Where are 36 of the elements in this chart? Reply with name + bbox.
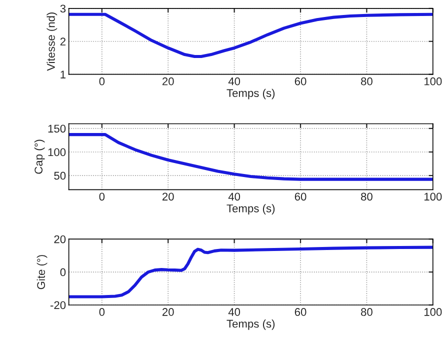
y-tick-label: 150 (48, 124, 66, 133)
x-tick-label: 0 (99, 77, 105, 86)
y-tick-label: 50 (54, 172, 66, 180)
x-tick-label: 20 (162, 77, 174, 86)
y-tick-label: 2 (60, 38, 66, 46)
x-tick-label: 0 (99, 308, 105, 316)
y-tick-label: 3 (60, 4, 66, 13)
x-tick-label: 60 (294, 192, 306, 201)
y-tick-label: 1 (60, 70, 66, 78)
x-tick-label: 20 (162, 308, 174, 316)
x-axis-title: Temps (s) (226, 204, 275, 215)
x-tick-label: 0 (99, 192, 105, 201)
x-tick-label: 80 (361, 77, 372, 86)
y-tick-label: 20 (54, 235, 66, 244)
line-series (68, 133, 433, 181)
line-series (68, 12, 433, 58)
y-axis-title: Vitesse (nd) (46, 12, 58, 71)
x-tick-label: 80 (361, 192, 372, 201)
y-tick-label: -20 (50, 301, 66, 310)
x-tick-label: 40 (228, 192, 240, 201)
x-tick-label: 100 (424, 308, 442, 316)
x-tick-label: 20 (162, 192, 174, 201)
line-series (68, 246, 433, 298)
x-tick-label: 40 (228, 308, 240, 316)
x-axis-title: Temps (s) (226, 320, 275, 330)
x-tick-label: 100 (424, 77, 442, 86)
x-axis-title: Temps (s) (226, 88, 275, 100)
y-axis-title: Gite (°) (36, 255, 48, 290)
y-axis-title: Cap (°) (34, 140, 45, 174)
y-tick-label: 0 (60, 268, 66, 276)
x-tick-label: 60 (294, 77, 306, 86)
y-tick-label: 100 (48, 148, 66, 156)
x-tick-label: 100 (424, 192, 442, 201)
x-tick-label: 80 (361, 308, 372, 316)
x-tick-label: 40 (228, 77, 240, 86)
x-tick-label: 60 (294, 308, 306, 316)
